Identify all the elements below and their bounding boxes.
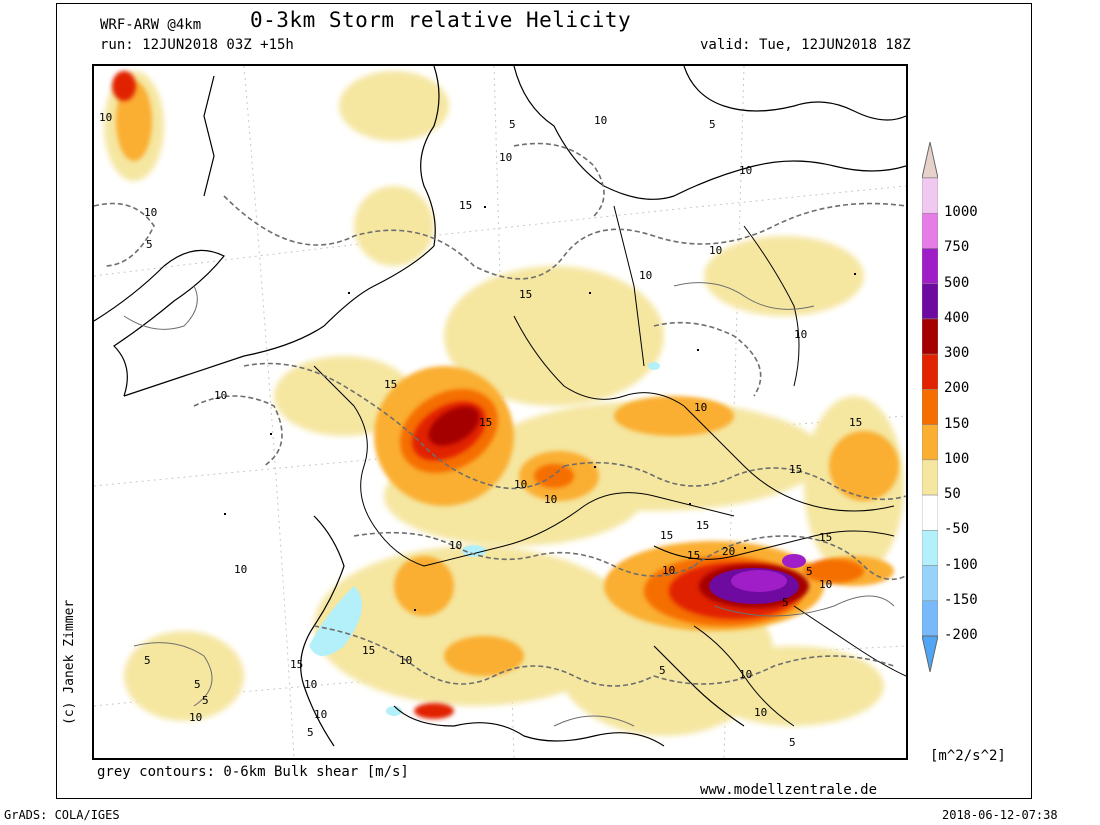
contour-label: 10	[662, 564, 675, 577]
contour-label: 15	[660, 529, 673, 542]
colorbar	[922, 142, 938, 672]
contour-label: 15	[696, 519, 709, 532]
colorbar-tick-label: 500	[944, 274, 970, 291]
colorbar-segment	[922, 389, 938, 425]
colorbar-bottom-cap	[922, 635, 938, 672]
colorbar-segment	[922, 424, 938, 461]
colorbar-segment	[922, 530, 938, 566]
contour-label: 10	[819, 578, 832, 591]
contour-label: 10	[314, 708, 327, 721]
colorbar-segment	[922, 283, 938, 320]
map-area: 10 5 10 10 5 15 10 5 10 15 10 10 15 15 1…	[92, 64, 908, 760]
contour-label: 5	[659, 664, 666, 677]
contour-label: 5	[806, 565, 813, 578]
contour-label: 15	[384, 378, 397, 391]
model-label: WRF-ARW @4km	[100, 17, 202, 33]
colorbar-segment	[922, 600, 938, 637]
contour-label: 15	[519, 288, 532, 301]
colorbar-segment	[922, 494, 938, 531]
colorbar-tick-label: -100	[944, 556, 978, 573]
colorbar-tick-label: -200	[944, 627, 978, 643]
colorbar-segment	[922, 565, 938, 602]
colorbar-tick-label: 400	[944, 309, 970, 326]
colorbar-segment	[922, 459, 938, 496]
website-label: www.modellzentrale.de	[700, 782, 878, 798]
colorbar-tick-label: 750	[944, 239, 970, 256]
contour-label: 10	[754, 706, 767, 719]
contour-label: 10	[99, 111, 112, 124]
contour-legend-note: grey contours: 0-6km Bulk shear [m/s]	[97, 764, 409, 780]
colorbar-tick-label: 150	[944, 415, 970, 432]
contour-label: 15	[849, 416, 862, 429]
contour-label: 10	[694, 401, 707, 414]
colorbar-unit: [m^2/s^2]	[930, 748, 1006, 764]
contour-label: 10	[739, 164, 752, 177]
colorbar-segment	[922, 177, 938, 214]
generation-timestamp: 2018-06-12-07:38	[942, 808, 1058, 822]
coastlines	[94, 66, 906, 747]
contour-label: 5	[782, 596, 789, 609]
colorbar-segment	[922, 318, 938, 355]
contour-label: 15	[459, 199, 472, 212]
contour-label: 10	[594, 114, 607, 127]
valid-time-label: valid: Tue, 12JUN2018 18Z	[700, 37, 911, 53]
contour-label: 5	[509, 118, 516, 131]
contour-label: 15	[819, 531, 832, 544]
contour-label: 10	[144, 206, 157, 219]
contour-label: 20	[722, 545, 735, 558]
bulk-shear-contours	[94, 142, 906, 687]
contour-label: 10	[304, 678, 317, 691]
contour-label: 5	[146, 238, 153, 251]
contour-label: 10	[709, 244, 722, 257]
run-time-label: run: 12JUN2018 03Z +15h	[100, 37, 294, 53]
contour-label: 10	[514, 478, 527, 491]
colorbar-tick-label: 1000	[944, 204, 978, 221]
contour-label: 5	[709, 118, 716, 131]
figure-frame	[56, 3, 1032, 799]
contour-label: 10	[639, 269, 652, 282]
helicity-map: 10 5 10 10 5 15 10 5 10 15 10 10 15 15 1…	[94, 66, 906, 758]
contour-label: 10	[214, 389, 227, 402]
contour-label: 15	[479, 416, 492, 429]
contour-label: 5	[307, 726, 314, 739]
software-credit: GrADS: COLA/IGES	[4, 808, 120, 822]
copyright-label: (c) Janek Zimmer	[62, 599, 77, 725]
colorbar-tick-label: -150	[944, 591, 978, 608]
contour-label: 15	[789, 463, 802, 476]
contour-label: 5	[202, 694, 209, 707]
colorbar-tick-label: 200	[944, 380, 970, 397]
contour-label: 5	[789, 736, 796, 749]
colorbar-tick-label: 50	[944, 486, 961, 503]
contour-label: 10	[794, 328, 807, 341]
colorbar-segment	[922, 353, 938, 390]
contour-label: 5	[144, 654, 151, 667]
country-borders	[313, 205, 906, 727]
contour-label: 15	[362, 644, 375, 657]
thin-contours	[123, 282, 895, 727]
contour-labels: 10 5 10 10 5 15 10 5 10 15 10 10 15 15 1…	[99, 111, 862, 749]
contour-label: 10	[189, 711, 202, 724]
contour-label: 10	[544, 493, 557, 506]
contour-label: 10	[449, 539, 462, 552]
city-markers	[224, 206, 856, 611]
contour-label: 10	[499, 151, 512, 164]
colorbar-tick-label: -50	[944, 521, 970, 538]
colorbar-top-cap	[922, 142, 938, 179]
contour-label: 10	[399, 654, 412, 667]
colorbar-segment	[922, 212, 938, 249]
contour-label: 15	[290, 658, 303, 671]
colorbar-segment	[922, 248, 938, 284]
colorbar-tick-label: 100	[944, 450, 970, 467]
contour-label: 10	[234, 563, 247, 576]
colorbar-tick-label: 300	[944, 345, 970, 362]
contour-label: 5	[194, 678, 201, 691]
map-title: 0-3km Storm relative Helicity	[250, 8, 632, 32]
helicity-shading	[104, 71, 904, 736]
contour-label: 15	[687, 549, 700, 562]
contour-label: 10	[739, 668, 752, 681]
